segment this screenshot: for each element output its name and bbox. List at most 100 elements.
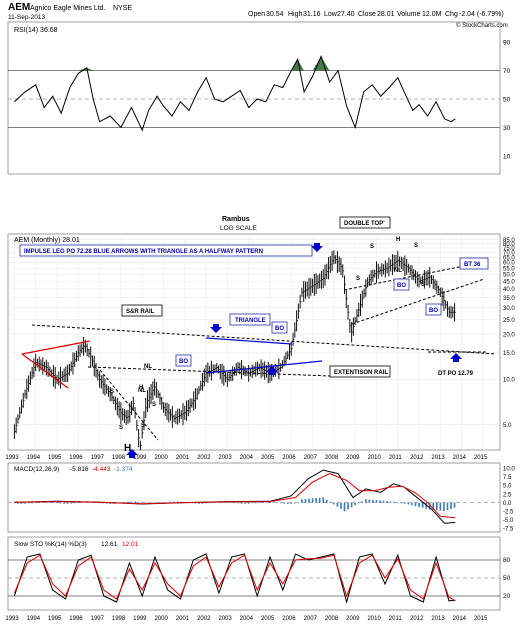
neckline-down — [99, 369, 159, 441]
volume-value: 12.0M — [422, 11, 442, 18]
x-tick-label-bottom: 1993 — [5, 616, 19, 622]
macd-histogram-bar — [350, 502, 353, 508]
rsi-y-tick-label: 10 — [503, 153, 511, 160]
macd-histogram-bar — [24, 502, 26, 504]
red-trend-upper — [21, 340, 91, 355]
macd-histogram-bar — [233, 502, 236, 504]
sto-y-tick-label: 50 — [503, 575, 511, 582]
macd-histogram-bar — [240, 502, 243, 504]
macd-histogram-bar — [322, 497, 325, 503]
h-label-3: H — [139, 385, 143, 391]
macd-histogram-bar — [386, 500, 388, 503]
x-tick-label: 2009 — [346, 455, 360, 461]
macd-histogram-bar — [450, 502, 452, 509]
macd-histogram-bar — [247, 502, 250, 504]
sr-rail-box — [121, 304, 163, 317]
sto-legend-k: 12.61 — [101, 541, 118, 548]
x-tick-label: 2010 — [367, 455, 381, 461]
macd-histogram-bar — [421, 502, 424, 508]
x-tick-label-bottom: 2000 — [154, 616, 168, 622]
macd-histogram-bar — [244, 502, 246, 504]
price-y-tick-label: 60.0 — [503, 261, 515, 267]
rsi-y-tick-label: 70 — [503, 68, 511, 75]
price-y-tick-label: 30.0 — [503, 306, 515, 312]
sr-rail-label: S&R RAIL — [126, 309, 155, 315]
x-tick-label: 2012 — [410, 455, 424, 461]
x-tick-label: 2005 — [261, 455, 275, 461]
macd-histogram-bar — [446, 502, 449, 511]
macd-histogram-bar — [105, 502, 108, 504]
x-tick-label: 2003 — [218, 455, 232, 461]
chg-label: Chg — [445, 11, 458, 18]
macd-histogram-bar — [340, 502, 342, 509]
macd-histogram-bar — [17, 502, 19, 504]
macd-histogram-bar — [407, 502, 410, 505]
macd-histogram-bar — [329, 502, 332, 503]
macd-histogram-bar — [63, 502, 65, 504]
macd-histogram-bar — [208, 502, 211, 504]
x-tick-label: 2000 — [154, 455, 168, 461]
price-y-tick-label: 40.0 — [503, 287, 515, 293]
low-label: Low — [324, 11, 338, 18]
arrow-up-icon — [266, 366, 278, 375]
macd-series-line — [14, 469, 456, 524]
macd-histogram-bar — [347, 502, 349, 510]
macd-y-tick-label: 10.0 — [503, 467, 515, 473]
h-label-2: H — [396, 237, 400, 243]
sto-legend-name: Slow STO %K(14) %D(3) — [14, 541, 87, 548]
red-trend-lower — [21, 353, 69, 389]
bt36-label: BT 36 — [464, 262, 481, 268]
macd-histogram-bar — [375, 500, 378, 503]
rsi-y-tick-label: 50 — [503, 97, 511, 104]
macd-histogram-bar — [173, 501, 175, 503]
rambus-label: Rambus — [222, 216, 250, 223]
macd-histogram-bar — [169, 501, 172, 503]
macd-histogram-bar — [176, 501, 179, 503]
price-y-tick-label: 75.0 — [503, 246, 515, 252]
open-label: Open — [248, 11, 265, 18]
macd-histogram-bar — [343, 502, 346, 512]
bo-box-1 — [175, 354, 192, 367]
x-tick-label-bottom: 1995 — [48, 616, 62, 622]
macd-histogram-bar — [436, 502, 438, 511]
macd-histogram-bar — [294, 502, 296, 504]
macd-histogram-bar — [205, 502, 207, 504]
exchange: NYSE — [113, 5, 132, 12]
macd-y-tick-label: 2.5 — [503, 492, 512, 498]
chg-value: -2.04 (-6.79%) — [459, 11, 504, 18]
macd-histogram-bar — [70, 502, 72, 504]
macd-histogram-bar — [13, 502, 16, 504]
macd-histogram-bar — [432, 502, 435, 510]
extension-rail-box — [329, 365, 391, 378]
macd-histogram-bar — [258, 502, 261, 503]
sto-panel — [7, 536, 501, 611]
x-tick-label: 2008 — [325, 455, 339, 461]
macd-signal-line — [14, 473, 456, 519]
bo-label-2: BO — [275, 326, 284, 332]
x-tick-label-bottom: 2006 — [282, 616, 296, 622]
triangle-upper — [205, 337, 293, 345]
macd-histogram-bar — [276, 502, 278, 504]
macd-histogram-bar — [318, 497, 321, 503]
volume-label: Volume — [397, 11, 420, 18]
sto-y-tick-label: 80 — [503, 557, 511, 564]
watermark: © StockCharts.com — [456, 22, 508, 29]
arrow-up-icon — [450, 353, 462, 362]
s-label-2: S — [119, 425, 123, 431]
sr-rail-line — [31, 324, 497, 355]
macd-histogram-bar — [368, 499, 371, 503]
triangle-lower — [205, 360, 323, 374]
x-tick-label: 1997 — [91, 455, 105, 461]
macd-histogram-bar — [27, 502, 30, 504]
h-label-1: H — [124, 443, 131, 454]
price-y-tick-label: 80.0 — [503, 242, 515, 248]
macd-histogram-bar — [333, 502, 335, 505]
price-y-tick-label: 70.0 — [503, 251, 515, 257]
macd-histogram-bar — [123, 502, 126, 503]
macd-histogram-bar — [20, 502, 23, 504]
price-y-tick-label: 5.0 — [503, 423, 512, 429]
price-y-tick-label: 10.0 — [503, 378, 515, 384]
x-tick-label: 1995 — [48, 455, 62, 461]
nl-label-1: NL — [144, 364, 152, 370]
macd-histogram-bar — [130, 501, 133, 503]
